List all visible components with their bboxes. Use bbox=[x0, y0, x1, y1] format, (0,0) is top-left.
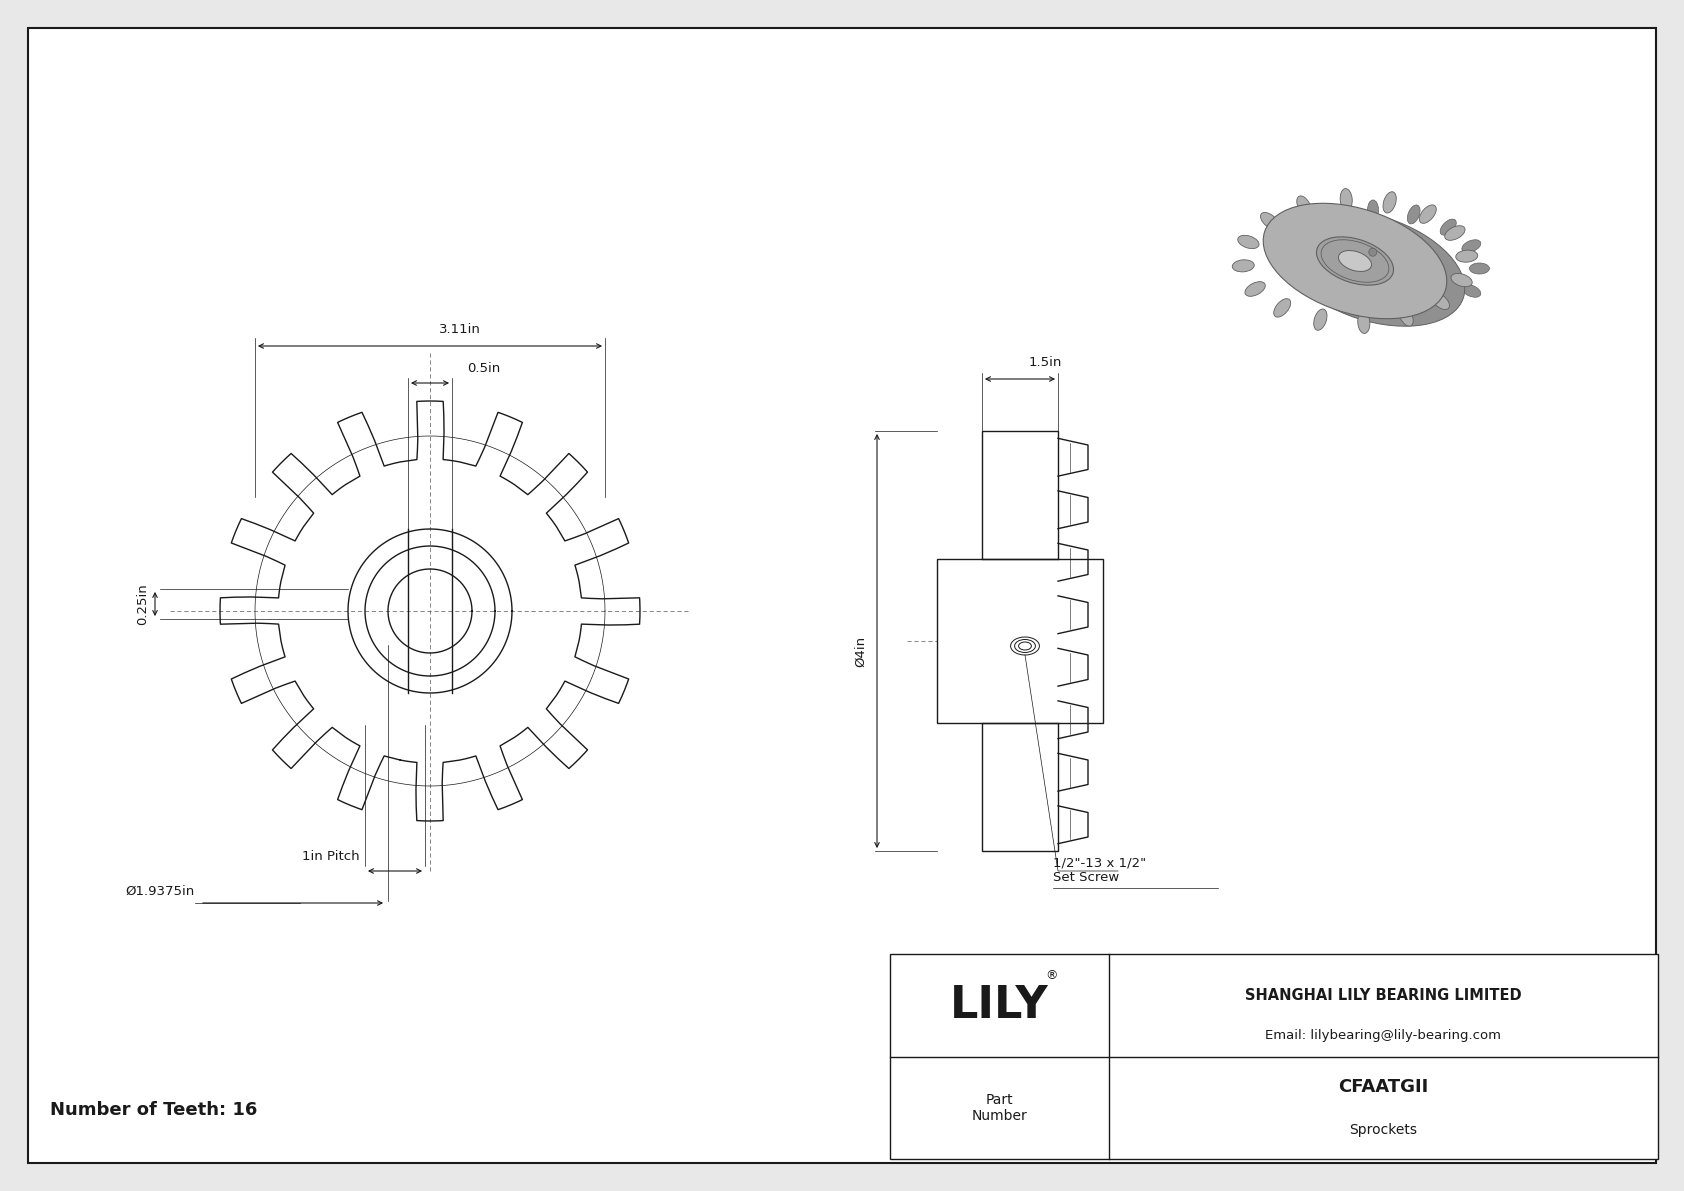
Ellipse shape bbox=[1445, 225, 1465, 241]
Text: CFAATGII: CFAATGII bbox=[1339, 1078, 1428, 1096]
Ellipse shape bbox=[1462, 285, 1480, 298]
Text: LILY: LILY bbox=[950, 984, 1049, 1027]
Ellipse shape bbox=[1399, 306, 1413, 326]
Ellipse shape bbox=[1357, 312, 1369, 333]
Ellipse shape bbox=[1290, 219, 1305, 235]
Ellipse shape bbox=[1297, 195, 1312, 217]
Ellipse shape bbox=[1440, 219, 1457, 235]
Text: Part
Number: Part Number bbox=[972, 1092, 1027, 1123]
Ellipse shape bbox=[1320, 239, 1389, 282]
Text: Ø1.9375in: Ø1.9375in bbox=[126, 885, 195, 898]
Text: Email: lilybearing@lily-bearing.com: Email: lilybearing@lily-bearing.com bbox=[1265, 1029, 1502, 1042]
Ellipse shape bbox=[1455, 250, 1479, 262]
Ellipse shape bbox=[1340, 188, 1352, 211]
Text: Ø4in: Ø4in bbox=[854, 636, 867, 667]
Circle shape bbox=[1369, 248, 1378, 256]
Text: ®: ® bbox=[1046, 968, 1058, 981]
Ellipse shape bbox=[1238, 236, 1260, 249]
Text: 1/2"-13 x 1/2"
Set Screw: 1/2"-13 x 1/2" Set Screw bbox=[1052, 856, 1147, 884]
Ellipse shape bbox=[1244, 282, 1265, 297]
Text: Number of Teeth: 16: Number of Teeth: 16 bbox=[51, 1100, 258, 1120]
Text: 3.11in: 3.11in bbox=[440, 323, 482, 336]
Bar bbox=[982, 431, 1058, 852]
Bar bbox=[936, 559, 1103, 723]
Text: Sprockets: Sprockets bbox=[1349, 1123, 1418, 1137]
Ellipse shape bbox=[1408, 205, 1420, 224]
Ellipse shape bbox=[1314, 308, 1327, 330]
Text: 0.5in: 0.5in bbox=[466, 362, 500, 375]
Text: 1.5in: 1.5in bbox=[1029, 356, 1061, 369]
Ellipse shape bbox=[1261, 212, 1278, 230]
Ellipse shape bbox=[1431, 293, 1450, 310]
Ellipse shape bbox=[1339, 250, 1371, 272]
Text: 0.25in: 0.25in bbox=[136, 584, 150, 625]
Ellipse shape bbox=[1233, 260, 1255, 272]
Ellipse shape bbox=[1317, 237, 1394, 285]
Ellipse shape bbox=[1420, 205, 1436, 224]
Ellipse shape bbox=[1383, 192, 1396, 213]
Bar bbox=[891, 954, 1659, 1159]
Ellipse shape bbox=[1263, 204, 1447, 319]
Ellipse shape bbox=[1273, 299, 1290, 317]
Ellipse shape bbox=[1282, 211, 1465, 326]
Text: SHANGHAI LILY BEARING LIMITED: SHANGHAI LILY BEARING LIMITED bbox=[1244, 987, 1522, 1003]
Ellipse shape bbox=[1325, 205, 1339, 224]
Text: 1in Pitch: 1in Pitch bbox=[303, 850, 360, 863]
Ellipse shape bbox=[1462, 239, 1480, 252]
Ellipse shape bbox=[1470, 263, 1489, 274]
Ellipse shape bbox=[1452, 274, 1472, 287]
Ellipse shape bbox=[1367, 200, 1379, 220]
